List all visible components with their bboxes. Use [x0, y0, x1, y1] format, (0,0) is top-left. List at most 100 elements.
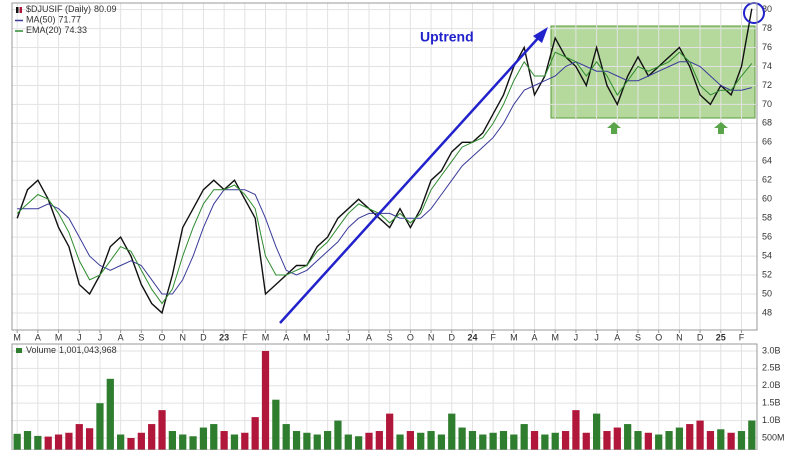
volume-bar — [644, 432, 652, 450]
y-tick-label: 80 — [762, 4, 772, 14]
volume-bar — [686, 424, 694, 450]
x-tick-label: N — [676, 332, 683, 342]
x-tick-label: M — [13, 332, 21, 342]
volume-bar — [75, 424, 83, 450]
x-tick-label: M — [551, 332, 559, 342]
x-tick-label: A — [35, 332, 41, 342]
x-tick-label: J — [346, 332, 351, 342]
volume-bar — [386, 413, 394, 450]
x-tick-label: A — [118, 332, 124, 342]
support-arrow — [607, 122, 621, 134]
volume-bar — [34, 435, 42, 450]
volume-bar — [272, 399, 280, 450]
y-tick-label: 1.0B — [762, 415, 781, 425]
volume-bar — [106, 378, 114, 450]
x-tick-label: S — [387, 332, 393, 342]
volume-bar — [717, 429, 725, 450]
x-tick-label: A — [532, 332, 538, 342]
volume-bar — [510, 434, 518, 450]
volume-bar — [551, 432, 559, 450]
volume-bar — [179, 434, 187, 450]
volume-bar — [365, 432, 373, 450]
price-plot: M A M J J A S O N D 23 F M A M J J A S O N D 24 F M A M J J A S O N D 25 F 4… — [12, 3, 785, 450]
volume-bar — [727, 432, 735, 450]
y-tick-label: 1.5B — [762, 398, 781, 408]
x-tick-label: M — [303, 332, 311, 342]
x-tick-label: M — [510, 332, 518, 342]
x-tick-label: D — [449, 332, 456, 342]
volume-bar — [282, 424, 290, 450]
y-tick-label: 3.0B — [762, 345, 781, 355]
annotation: Uptrend — [420, 29, 474, 45]
volume-bar — [437, 434, 446, 450]
x-tick-label: J — [594, 332, 599, 342]
volume-bar — [241, 432, 249, 450]
volume-bar — [634, 431, 642, 450]
x-tick-label: J — [325, 332, 330, 342]
volume-bar — [541, 434, 549, 450]
volume-bar — [706, 431, 715, 450]
series-line — [17, 61, 752, 295]
y-tick-label: 68 — [762, 118, 772, 128]
price-frame — [11, 2, 758, 331]
y-tick-label: 64 — [762, 156, 772, 166]
y-tick-label: 70 — [762, 99, 772, 109]
x-tick-label: J — [574, 332, 579, 342]
volume-bar — [117, 434, 125, 450]
x-tick-label: M — [262, 332, 270, 342]
volume-bar — [158, 410, 166, 450]
x-tick-label: N — [428, 332, 435, 342]
x-tick-label: F — [490, 332, 496, 342]
volume-bar — [220, 431, 228, 450]
x-tick-label: O — [159, 332, 166, 342]
y-tick-label: 60 — [762, 194, 772, 204]
x-tick-label: 24 — [467, 332, 477, 342]
x-tick-label: J — [98, 332, 103, 342]
volume-bar — [448, 413, 456, 450]
legend-value: 74.33 — [65, 25, 88, 35]
volume-bar — [334, 420, 342, 450]
x-tick-label: 25 — [716, 332, 726, 342]
volume-bar — [592, 413, 601, 450]
volume-bar — [23, 431, 32, 450]
volume-bar — [561, 431, 570, 450]
y-tick-label: 500M — [762, 432, 785, 442]
y-tick-label: 62 — [762, 175, 772, 185]
y-tick-label: 54 — [762, 250, 772, 260]
volume-bar — [499, 431, 508, 450]
legend-entry: MA(50) 71.77 — [26, 15, 81, 25]
x-tick-label: A — [366, 332, 372, 342]
legend-value: 71.77 — [59, 15, 82, 25]
x-tick-label: M — [55, 332, 63, 342]
volume-bar — [624, 424, 632, 450]
y-tick-label: 56 — [762, 231, 772, 241]
y-tick-label: 78 — [762, 23, 772, 33]
x-tick-label: A — [283, 332, 289, 342]
x-tick-label: S — [138, 332, 144, 342]
x-tick-label: A — [614, 332, 620, 342]
volume-bar — [737, 431, 746, 450]
volume-bar — [148, 424, 156, 450]
volume-bar — [251, 417, 259, 450]
volume-bar — [655, 434, 663, 450]
legend-name: Volume — [26, 345, 56, 355]
y-tick-label: 76 — [762, 42, 772, 52]
legend-entry: $DJUSIF (Daily) 80.09 — [26, 4, 117, 14]
volume-bar — [137, 432, 145, 450]
volume-bar — [458, 427, 466, 450]
volume-bar — [406, 431, 414, 450]
y-tick-label: 72 — [762, 80, 772, 90]
series-line — [16, 8, 753, 315]
volume-bar — [603, 431, 611, 450]
x-tick-label: S — [635, 332, 641, 342]
volume-bar — [230, 434, 239, 450]
volume-bar — [168, 431, 177, 450]
series-line — [16, 51, 753, 305]
volume-bar — [292, 431, 301, 450]
volume-frame — [11, 343, 758, 450]
y-tick-label: 50 — [762, 288, 772, 298]
x-tick-label: J — [77, 332, 82, 342]
uptrend-arrow — [279, 35, 541, 324]
x-tick-label: O — [655, 332, 662, 342]
